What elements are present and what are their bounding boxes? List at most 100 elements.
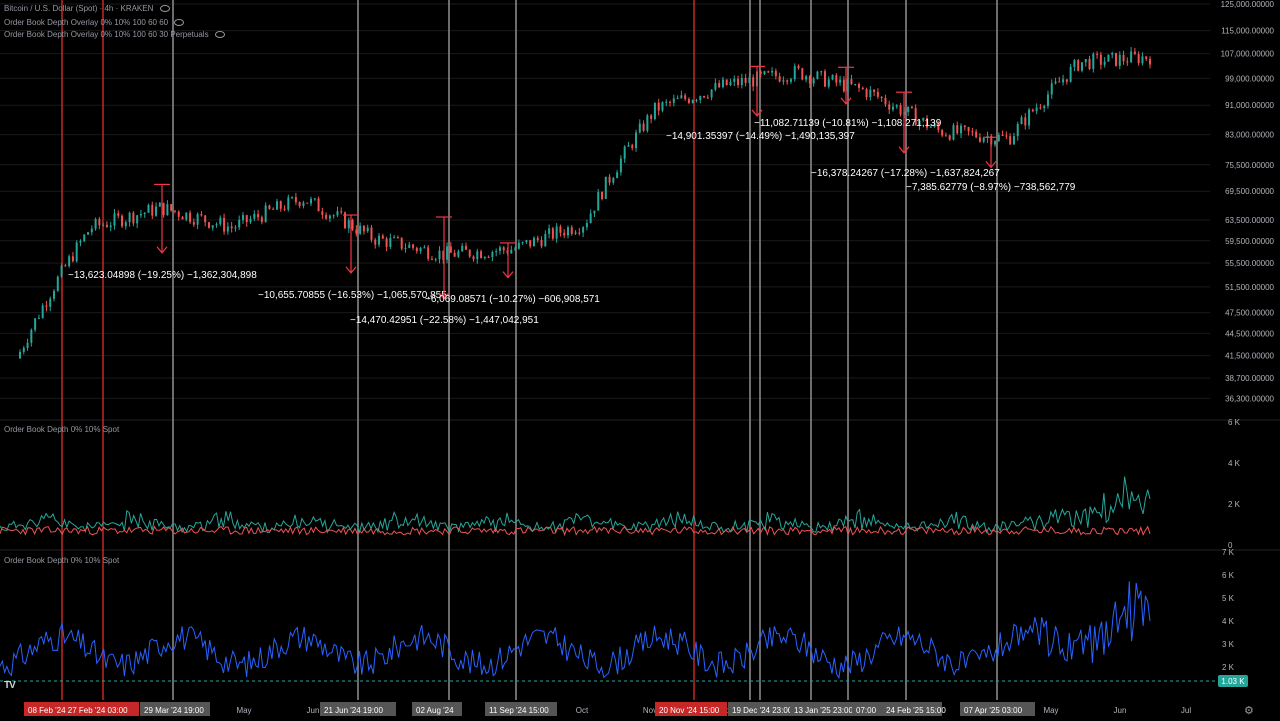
drawdown-arrowhead bbox=[156, 246, 168, 254]
candle-body bbox=[1050, 83, 1053, 95]
depth-tick-label: 6 K bbox=[1228, 418, 1241, 427]
price-tick-label: 51,500.00000 bbox=[1225, 283, 1274, 292]
candle-body bbox=[1001, 134, 1004, 136]
candle-body bbox=[238, 219, 241, 228]
candle-body bbox=[616, 172, 619, 179]
candle-body bbox=[808, 76, 811, 84]
time-highlight-box bbox=[790, 702, 852, 716]
depth-pane-bid-ask bbox=[0, 476, 1151, 537]
candle-body bbox=[997, 134, 1000, 141]
candle-body bbox=[994, 140, 997, 145]
depth-tick-label: 4 K bbox=[1222, 617, 1235, 626]
candle-body bbox=[45, 305, 48, 307]
candle-body bbox=[1069, 66, 1072, 82]
candle-body bbox=[1077, 60, 1080, 71]
candle-body bbox=[64, 265, 67, 267]
candle-body bbox=[476, 251, 479, 260]
pane2-label[interactable]: Order Book Depth 0% 10% Spot bbox=[4, 425, 120, 434]
candle-body bbox=[801, 68, 804, 80]
candle-body bbox=[1137, 54, 1140, 64]
candle-body bbox=[831, 75, 834, 80]
candle-body bbox=[771, 71, 774, 73]
price-tick-label: 125,000.00000 bbox=[1221, 0, 1275, 9]
candle-body bbox=[487, 256, 490, 258]
overlay-label-2[interactable]: Order Book Depth Overlay 0% 10% 100 60 3… bbox=[4, 30, 225, 39]
eye-icon[interactable] bbox=[174, 19, 185, 27]
candle-body bbox=[635, 132, 638, 149]
candle-body bbox=[892, 106, 895, 110]
eye-icon[interactable] bbox=[214, 31, 225, 39]
candle-body bbox=[672, 98, 675, 103]
candle-body bbox=[910, 106, 913, 109]
price-tick-label: 69,500.00000 bbox=[1225, 187, 1274, 196]
candle-body bbox=[241, 215, 244, 220]
overlay-label-1[interactable]: Order Book Depth Overlay 0% 10% 100 60 6… bbox=[4, 18, 185, 27]
time-highlight-label: 20 Nov '24 15:00 bbox=[659, 706, 720, 715]
candle-body bbox=[393, 237, 396, 239]
depth-tick-label: 3 K bbox=[1222, 640, 1235, 649]
candle-body bbox=[446, 246, 449, 260]
candle-body bbox=[287, 197, 290, 210]
candle-body bbox=[1103, 61, 1106, 65]
chart-title[interactable]: Bitcoin / U.S. Dollar (Spot) · 4h · KRAK… bbox=[4, 4, 170, 13]
candle-body bbox=[291, 197, 294, 199]
candle-body bbox=[854, 84, 857, 86]
candle-body bbox=[884, 97, 887, 105]
candle-body bbox=[495, 250, 498, 253]
candle-body bbox=[873, 89, 876, 92]
candle-body bbox=[1035, 107, 1038, 112]
candle-body bbox=[453, 252, 456, 257]
pane3-label[interactable]: Order Book Depth 0% 10% Spot bbox=[4, 556, 120, 565]
time-tick-label: Jun bbox=[1114, 706, 1127, 715]
candle-body bbox=[34, 318, 37, 330]
candle-body bbox=[529, 240, 532, 247]
price-tick-label: 41,500.00000 bbox=[1225, 352, 1274, 361]
candle-body bbox=[132, 212, 135, 224]
candle-body bbox=[1141, 56, 1144, 64]
time-highlight-box bbox=[960, 702, 1035, 716]
candle-body bbox=[26, 342, 29, 348]
candle-body bbox=[642, 123, 645, 131]
candle-body bbox=[30, 329, 33, 343]
candle-body bbox=[729, 81, 732, 86]
time-tick-label: Jun bbox=[307, 706, 320, 715]
candle-body bbox=[344, 212, 347, 229]
candle-body bbox=[162, 202, 165, 216]
candle-body bbox=[71, 256, 74, 262]
candle-body bbox=[185, 212, 188, 220]
grid-lines bbox=[0, 3, 1280, 551]
candle-body bbox=[215, 224, 218, 226]
candle-body bbox=[725, 79, 728, 86]
tradingview-logo-icon[interactable]: TV bbox=[4, 680, 16, 691]
eye-icon[interactable] bbox=[159, 5, 170, 13]
candle-body bbox=[192, 221, 195, 225]
candle-body bbox=[517, 242, 520, 249]
candle-body bbox=[944, 135, 947, 137]
candle-body bbox=[574, 232, 577, 234]
candle-body bbox=[778, 76, 781, 82]
candle-body bbox=[502, 247, 505, 251]
candle-body bbox=[124, 222, 127, 227]
candle-body bbox=[631, 145, 634, 149]
candle-body bbox=[102, 224, 105, 226]
candle-body bbox=[325, 214, 328, 219]
candle-body bbox=[699, 96, 702, 101]
candle-body bbox=[321, 211, 324, 215]
candle-body bbox=[68, 256, 71, 267]
candle-body bbox=[19, 352, 21, 359]
depth-tick-label: 0 bbox=[1228, 541, 1233, 550]
candle-body bbox=[888, 104, 891, 110]
drawdown-label: −7,385.62779 (−8.97%) −738,562,779 bbox=[906, 182, 1076, 193]
candle-body bbox=[532, 237, 535, 247]
candle-body bbox=[763, 71, 766, 74]
candle-body bbox=[109, 225, 112, 228]
candle-body bbox=[793, 66, 796, 80]
candle-body bbox=[419, 247, 422, 252]
gear-icon[interactable]: ⚙ bbox=[1244, 705, 1254, 717]
candle-body bbox=[1031, 109, 1034, 112]
candle-body bbox=[260, 217, 263, 223]
candle-body bbox=[816, 71, 819, 79]
candle-body bbox=[207, 222, 210, 228]
candle-body bbox=[491, 252, 494, 258]
